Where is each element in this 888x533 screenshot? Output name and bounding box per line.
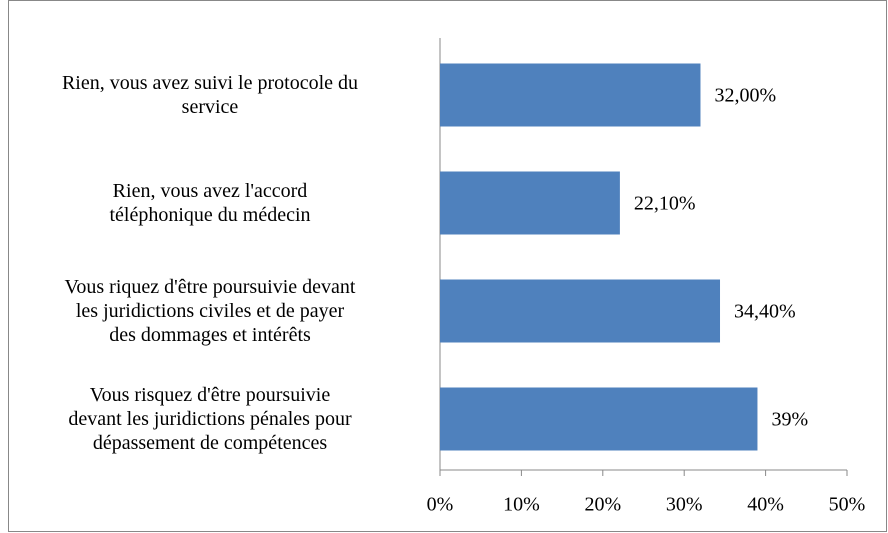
x-tick-label: 0%: [427, 494, 454, 516]
chart-frame: [8, 0, 887, 532]
y-tick-label: Rien, vous avez l'accord téléphonique du…: [109, 180, 311, 226]
x-tick-label: 40%: [747, 494, 784, 516]
y-tick-label: Rien, vous avez suivi le protocole du se…: [61, 72, 359, 118]
bar: [440, 387, 758, 451]
bar: [440, 279, 721, 343]
bar: [440, 171, 620, 235]
value-label: 22,10%: [634, 193, 696, 215]
x-tick-label: 30%: [666, 494, 703, 516]
value-label: 32,00%: [714, 85, 776, 107]
value-label: 34,40%: [734, 301, 796, 323]
x-tick-label: 50%: [829, 494, 866, 516]
x-tick-label: 20%: [584, 494, 621, 516]
bar: [440, 63, 701, 127]
y-tick-label: Vous risquez d'être poursuivie devant le…: [68, 384, 352, 454]
value-label: 39%: [771, 409, 808, 431]
y-tick-label: Vous riquez d'être poursuivie devant les…: [64, 276, 356, 346]
x-tick-label: 10%: [503, 494, 540, 516]
